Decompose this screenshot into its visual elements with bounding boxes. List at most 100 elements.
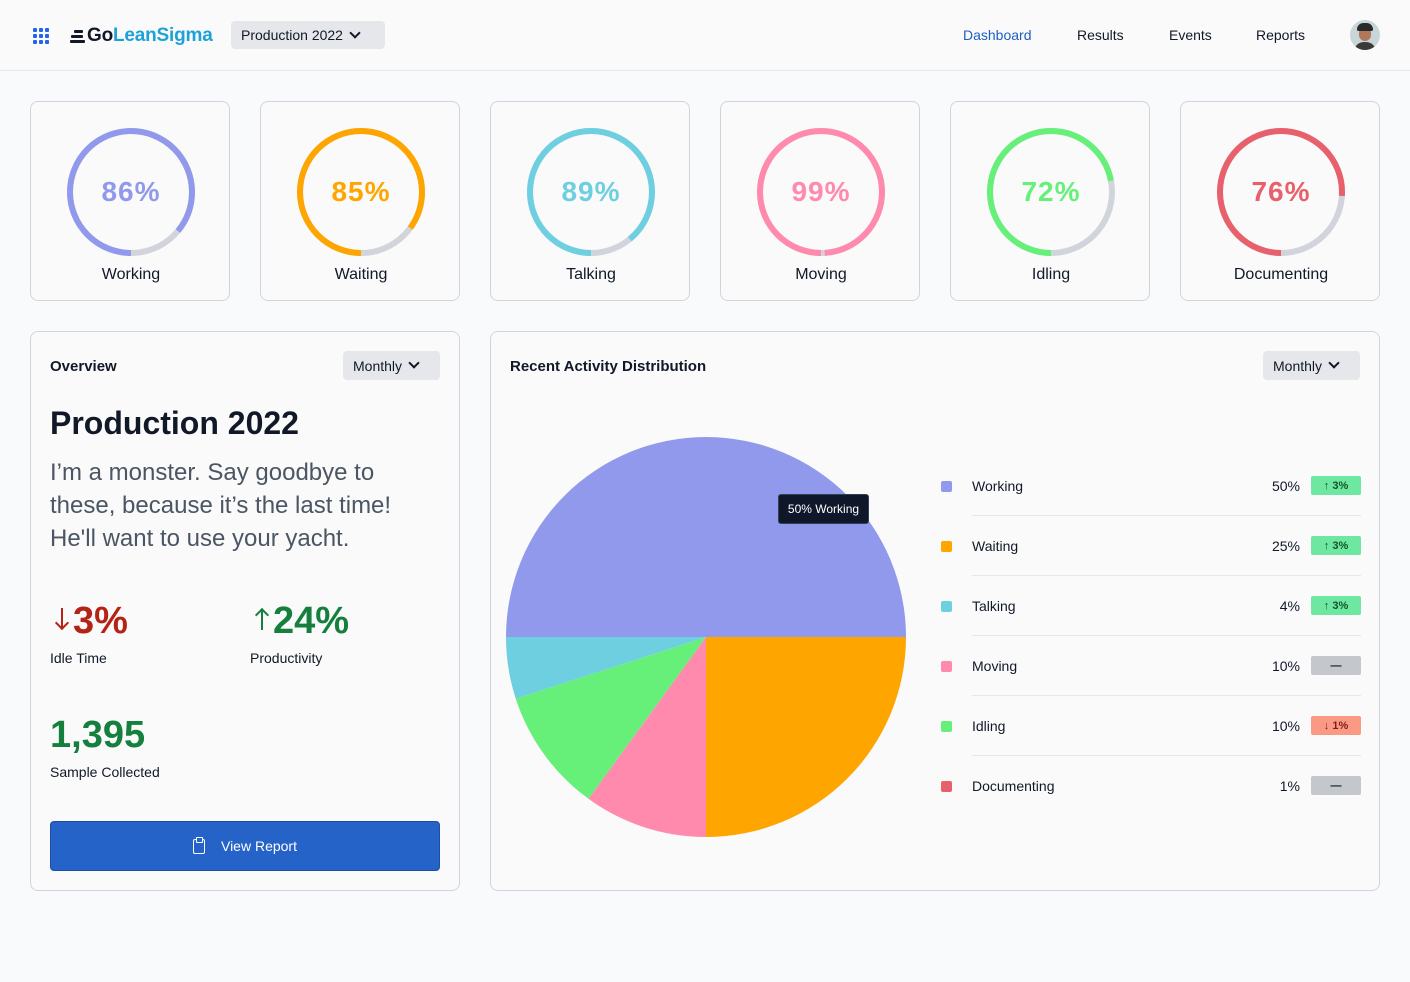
activity-period-label: Monthly [1273,357,1323,374]
arrow-up-icon [255,608,269,630]
productivity-stat: 24% [255,600,349,643]
gauge-card-working[interactable]: 86% Working [30,101,230,301]
overview-description: I’m a monster. Say goodbye to these, bec… [50,459,392,552]
gauge-card-waiting[interactable]: 85% Waiting [260,101,460,301]
legend-swatch [941,661,952,672]
nav-reports[interactable]: Reports [1256,27,1306,43]
overview-title: Overview [50,358,117,375]
pie-slice-moving[interactable] [588,637,706,837]
gauge-ring [67,128,195,256]
legend-item-documenting[interactable]: Documenting 1% — [941,774,1361,834]
gauge-card-talking[interactable]: 89% Talking [490,101,690,301]
overview-panel: Overview Monthly Production 2022 I’m a m… [30,331,460,891]
activity-period-select[interactable]: Monthly [1263,351,1360,380]
nav-results[interactable]: Results [1077,27,1124,43]
samples-value: 1,395 [50,714,146,756]
legend-value: 25% [1271,538,1300,554]
gauge-ring [527,128,655,256]
legend-name: Working [972,478,1024,494]
legend-divider [972,755,1361,756]
legend-item-moving[interactable]: Moving 10% — [941,654,1361,714]
nav-dashboard[interactable]: Dashboard [963,27,1032,43]
arrow-down-icon [55,608,69,630]
gauge-card-documenting[interactable]: 76% Documenting [1180,101,1380,301]
gauge-label: Moving [795,266,847,283]
idle-time-value: 3% [73,600,128,642]
gauge-arc [987,128,1115,256]
gauge-arc [297,128,425,256]
productivity-label: Productivity [250,650,323,666]
gauge-label: Documenting [1233,266,1329,283]
gauge-label: Waiting [334,266,388,283]
gauge-label: Working [101,266,161,283]
pie-slice-talking[interactable] [506,637,706,699]
samples-label: Sample Collected [50,764,160,780]
productivity-value: 24% [273,600,350,642]
gauge-arc [527,128,655,256]
overview-period-label: Monthly [353,357,403,374]
trend-badge: ↑ 3% [1311,596,1361,615]
project-select-label: Production 2022 [241,27,343,43]
legend-value: 4% [1279,598,1300,614]
gauge-ring [757,128,885,256]
project-select[interactable]: Production 2022 [231,21,385,49]
legend-item-waiting[interactable]: Waiting 25% ↑ 3% [941,534,1361,594]
logo-mark-icon [70,28,85,44]
legend-divider [972,575,1361,576]
apps-grid-icon[interactable] [33,28,49,44]
overview-period-select[interactable]: Monthly [343,351,440,380]
activity-title: Recent Activity Distribution [510,358,707,375]
pie-slice-waiting[interactable] [706,637,906,837]
trend-badge: ↑ 3% [1311,536,1361,555]
logo-text: GoLeanSigma [87,25,213,46]
trend-badge: ↑ 3% [1311,476,1361,495]
legend-swatch [941,601,952,612]
legend-value: 10% [1271,658,1300,674]
legend-value: 50% [1271,478,1300,494]
view-report-button[interactable]: View Report [50,821,440,871]
legend-name: Moving [972,658,1018,674]
gauge-ring [297,128,425,256]
legend-value: 10% [1271,718,1300,734]
gauge-ring [987,128,1115,256]
chevron-down-icon [349,26,361,39]
logo[interactable]: GoLeanSigma [70,24,213,48]
view-report-label: View Report [220,838,297,854]
gauge-value: 89% [561,176,621,207]
pie-tooltip: 50% Working [778,494,869,524]
avatar[interactable] [1350,20,1380,50]
legend-name: Documenting [972,778,1055,794]
gauge-arc [757,128,885,256]
gauge-ring [1217,128,1345,256]
legend-item-working[interactable]: Working 50% ↑ 3% [941,474,1361,534]
nav-events[interactable]: Events [1169,27,1212,43]
legend-name: Waiting [972,538,1019,554]
chevron-down-icon [408,357,420,369]
gauge-card-idling[interactable]: 72% Idling [950,101,1150,301]
legend-item-idling[interactable]: Idling 10% ↓ 1% [941,714,1361,774]
trend-badge: — [1311,656,1361,675]
legend-divider [972,515,1361,516]
pie-slice-working[interactable] [506,437,906,637]
activity-pie-chart [506,437,906,837]
gauge-arc [67,128,195,256]
legend-swatch [941,721,952,732]
legend-divider [972,695,1361,696]
legend-name: Idling [972,718,1006,734]
gauge-card-moving[interactable]: 99% Moving [720,101,920,301]
trend-badge: ↓ 1% [1311,716,1361,735]
gauge-label: Idling [1031,266,1071,283]
chevron-down-icon [1328,357,1340,369]
gauge-value: 76% [1251,176,1311,207]
clipboard-icon [192,836,205,854]
legend-item-talking[interactable]: Talking 4% ↑ 3% [941,594,1361,654]
legend-swatch [941,481,952,492]
overview-heading: Production 2022 [50,405,299,441]
activity-panel: Recent Activity Distribution Monthly Wor… [490,331,1380,891]
gauge-value: 86% [101,176,161,207]
gauge-value: 72% [1021,176,1081,207]
gauge-value: 99% [791,176,851,207]
idle-time-stat: 3% [55,600,128,643]
idle-time-label: Idle Time [50,650,107,666]
pie-slice-idling[interactable] [515,637,706,799]
